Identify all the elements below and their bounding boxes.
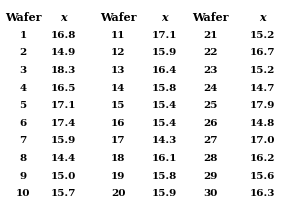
Text: 19: 19: [111, 172, 125, 180]
Text: 4: 4: [20, 84, 26, 92]
Text: 22: 22: [203, 48, 217, 57]
Text: 16: 16: [111, 119, 125, 128]
Text: 16.8: 16.8: [51, 31, 76, 40]
Text: 15.9: 15.9: [151, 189, 177, 198]
Text: 21: 21: [203, 31, 217, 40]
Text: 15.9: 15.9: [151, 48, 177, 57]
Text: 1: 1: [19, 31, 27, 40]
Text: 15.9: 15.9: [51, 136, 76, 145]
Text: 14: 14: [111, 84, 125, 92]
Text: Wafer: Wafer: [100, 12, 136, 23]
Text: 17.1: 17.1: [51, 101, 76, 110]
Text: Wafer: Wafer: [5, 12, 41, 23]
Text: 16.3: 16.3: [249, 189, 275, 198]
Text: 10: 10: [16, 189, 30, 198]
Text: 18.3: 18.3: [51, 66, 76, 75]
Text: 7: 7: [19, 136, 27, 145]
Text: 17.9: 17.9: [249, 101, 275, 110]
Text: 15.8: 15.8: [151, 172, 177, 180]
Text: 23: 23: [203, 66, 217, 75]
Text: 28: 28: [203, 154, 217, 163]
Text: 13: 13: [111, 66, 125, 75]
Text: 17.1: 17.1: [151, 31, 177, 40]
Text: 5: 5: [20, 101, 26, 110]
Text: 26: 26: [203, 119, 217, 128]
Text: 17.4: 17.4: [51, 119, 76, 128]
Text: 16.1: 16.1: [151, 154, 177, 163]
Text: 20: 20: [111, 189, 125, 198]
Text: 15.8: 15.8: [151, 84, 177, 92]
Text: x: x: [60, 12, 67, 23]
Text: 14.8: 14.8: [249, 119, 275, 128]
Text: 16.5: 16.5: [51, 84, 76, 92]
Text: 3: 3: [20, 66, 26, 75]
Text: 2: 2: [19, 48, 27, 57]
Text: 16.4: 16.4: [151, 66, 177, 75]
Text: 18: 18: [111, 154, 125, 163]
Text: 8: 8: [20, 154, 26, 163]
Text: 9: 9: [20, 172, 26, 180]
Text: 14.9: 14.9: [51, 48, 76, 57]
Text: 29: 29: [203, 172, 217, 180]
Text: 15.6: 15.6: [249, 172, 275, 180]
Text: 15.4: 15.4: [151, 101, 177, 110]
Text: 24: 24: [203, 84, 217, 92]
Text: 27: 27: [203, 136, 217, 145]
Text: x: x: [161, 12, 168, 23]
Text: 17: 17: [111, 136, 125, 145]
Text: 12: 12: [111, 48, 125, 57]
Text: 17.0: 17.0: [249, 136, 275, 145]
Text: 15.7: 15.7: [51, 189, 76, 198]
Text: 25: 25: [203, 101, 217, 110]
Text: 15.0: 15.0: [51, 172, 76, 180]
Text: 14.3: 14.3: [151, 136, 177, 145]
Text: 30: 30: [203, 189, 217, 198]
Text: 14.4: 14.4: [51, 154, 76, 163]
Text: 15: 15: [111, 101, 125, 110]
Text: 15.2: 15.2: [249, 66, 275, 75]
Text: 6: 6: [19, 119, 27, 128]
Text: 11: 11: [111, 31, 125, 40]
Text: x: x: [259, 12, 266, 23]
Text: 14.7: 14.7: [249, 84, 275, 92]
Text: Wafer: Wafer: [192, 12, 228, 23]
Text: 15.2: 15.2: [249, 31, 275, 40]
Text: 16.2: 16.2: [249, 154, 275, 163]
Text: 15.4: 15.4: [151, 119, 177, 128]
Text: 16.7: 16.7: [249, 48, 275, 57]
